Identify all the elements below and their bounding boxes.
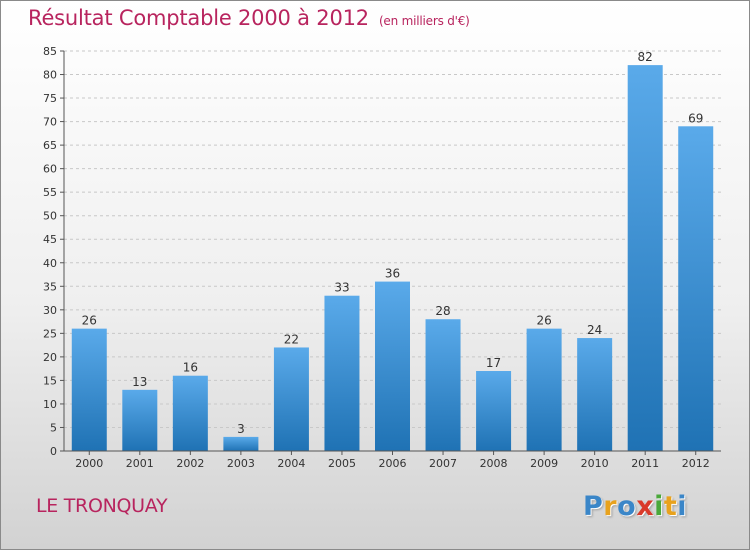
bar-value-label: 69	[688, 111, 703, 125]
y-tick-label: 30	[43, 304, 57, 317]
logo-letter: i	[654, 491, 664, 522]
bar-value-label: 36	[385, 267, 400, 281]
y-tick-label: 60	[43, 163, 57, 176]
bar	[627, 65, 663, 451]
bar	[324, 295, 360, 451]
bar	[122, 389, 158, 451]
y-tick-label: 85	[43, 45, 57, 58]
y-tick-label: 35	[43, 280, 57, 293]
proxiti-logo: Proxiti	[583, 491, 687, 522]
y-tick-label: 50	[43, 210, 57, 223]
axes: 0 5 10 15 20 25 30 35 40 45 50 55 60 65 70 75 80 85 2000 20…	[43, 45, 721, 470]
chart-title-text: Résultat Comptable 2000 à 2012	[28, 6, 369, 30]
bar-value-label: 26	[536, 314, 551, 328]
bar	[172, 375, 208, 451]
bar-value-label: 82	[638, 50, 653, 64]
bar	[476, 371, 512, 451]
y-tick-label: 75	[43, 92, 57, 105]
bar-value-label: 33	[334, 281, 349, 295]
bar	[223, 436, 259, 451]
bar-value-label: 13	[132, 375, 147, 389]
x-tick-label: 2002	[176, 457, 204, 470]
x-tick-label: 2000	[75, 457, 103, 470]
logo-letter: P	[583, 491, 604, 522]
bar-value-label: 28	[435, 304, 450, 318]
bar-value-label: 17	[486, 356, 501, 370]
bar	[375, 281, 410, 451]
y-tick-label: 70	[43, 116, 57, 129]
logo-letter: i	[677, 491, 688, 522]
y-tick-label: 0	[50, 445, 57, 458]
y-tick-label: 5	[50, 421, 57, 434]
y-tick-label: 80	[43, 69, 57, 82]
y-tick-label: 45	[43, 233, 57, 246]
bar-value-label: 3	[237, 422, 245, 436]
x-tick-label: 2010	[581, 457, 609, 470]
x-tick-label: 2001	[126, 457, 154, 470]
x-tick-label: 2009	[530, 457, 558, 470]
x-tick-label: 2007	[429, 457, 457, 470]
logo-letter: t	[663, 491, 678, 522]
bars: 26 13 16 3 22 33 36 28 17 26 24 82 69	[71, 50, 714, 451]
x-tick-label: 2003	[227, 457, 255, 470]
bar	[526, 328, 562, 451]
bar	[678, 126, 714, 451]
bar-value-label: 24	[587, 323, 602, 337]
bar	[577, 338, 613, 451]
bar	[425, 319, 461, 451]
x-tick-label: 2011	[631, 457, 659, 470]
logo-letter: r	[603, 491, 618, 522]
y-tick-label: 55	[43, 186, 57, 199]
bar-value-label: 16	[183, 361, 198, 375]
y-tick-label: 25	[43, 327, 57, 340]
x-tick-label: 2012	[682, 457, 710, 470]
commune-name: LE TRONQUAY	[36, 495, 168, 517]
bar	[71, 328, 107, 451]
logo-letter: o	[617, 491, 637, 522]
x-tick-label: 2006	[379, 457, 407, 470]
bar-value-label: 26	[82, 314, 97, 328]
y-tick-label: 40	[43, 257, 57, 270]
x-tick-label: 2005	[328, 457, 356, 470]
chart-title: Résultat Comptable 2000 à 2012 (en millie…	[28, 6, 470, 30]
y-tick-label: 10	[43, 398, 57, 411]
y-tick-label: 15	[43, 374, 57, 387]
y-tick-label: 65	[43, 139, 57, 152]
chart-subtitle: (en milliers d'€)	[378, 14, 470, 28]
x-tick-label: 2008	[480, 457, 508, 470]
bar-value-label: 22	[284, 332, 299, 346]
x-tick-label: 2004	[277, 457, 305, 470]
bar	[273, 347, 309, 451]
y-tick-label: 20	[43, 351, 57, 364]
logo-letter: x	[636, 491, 655, 522]
